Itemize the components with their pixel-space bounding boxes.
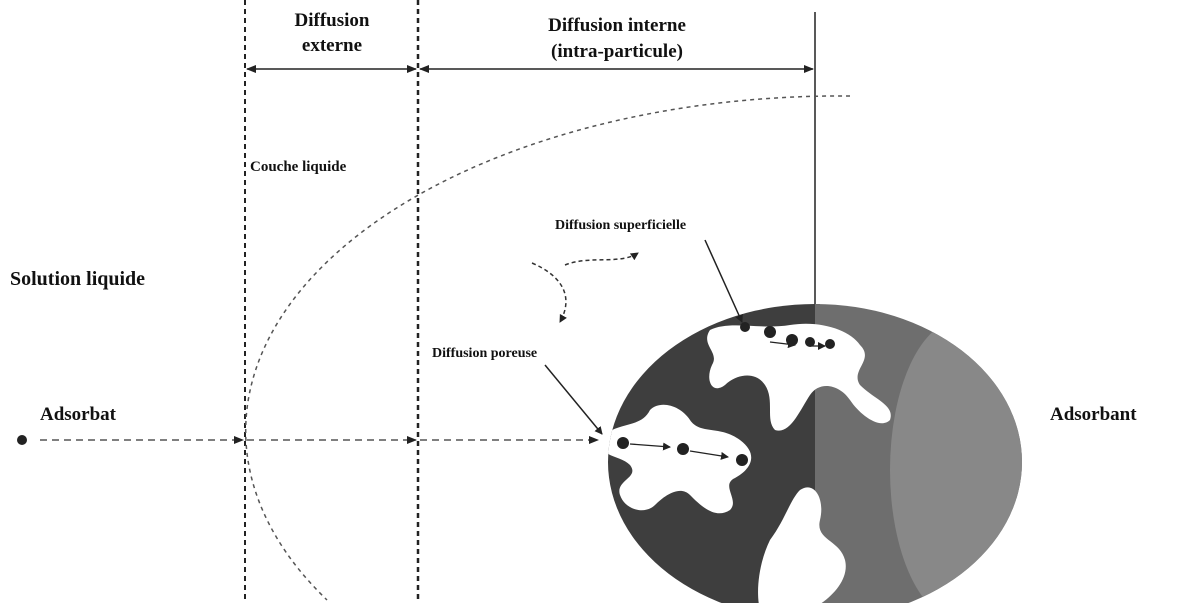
surface-label: Diffusion superficielle — [555, 218, 686, 233]
zone-label: externe — [302, 35, 362, 56]
layer-arc — [245, 95, 851, 601]
pointer-arrow — [704, 239, 743, 323]
zone-label: Diffusion — [295, 10, 370, 31]
curve-arrow — [531, 262, 567, 323]
curve-arrow — [564, 252, 639, 266]
zone-label: Diffusion interne — [548, 15, 686, 36]
molecule-arrows — [629, 340, 826, 460]
zone-label: (intra-particule) — [551, 41, 683, 62]
pointer-arrow — [544, 364, 603, 435]
adsorbate-dot — [17, 435, 27, 445]
pore-label: Diffusion poreuse — [432, 346, 537, 361]
layer-label: Couche liquide — [250, 159, 347, 175]
solution-label: Solution liquide — [10, 268, 145, 290]
adsorbate-label: Adsorbat — [40, 404, 117, 425]
adsorbent-label: Adsorbant — [1050, 404, 1137, 425]
